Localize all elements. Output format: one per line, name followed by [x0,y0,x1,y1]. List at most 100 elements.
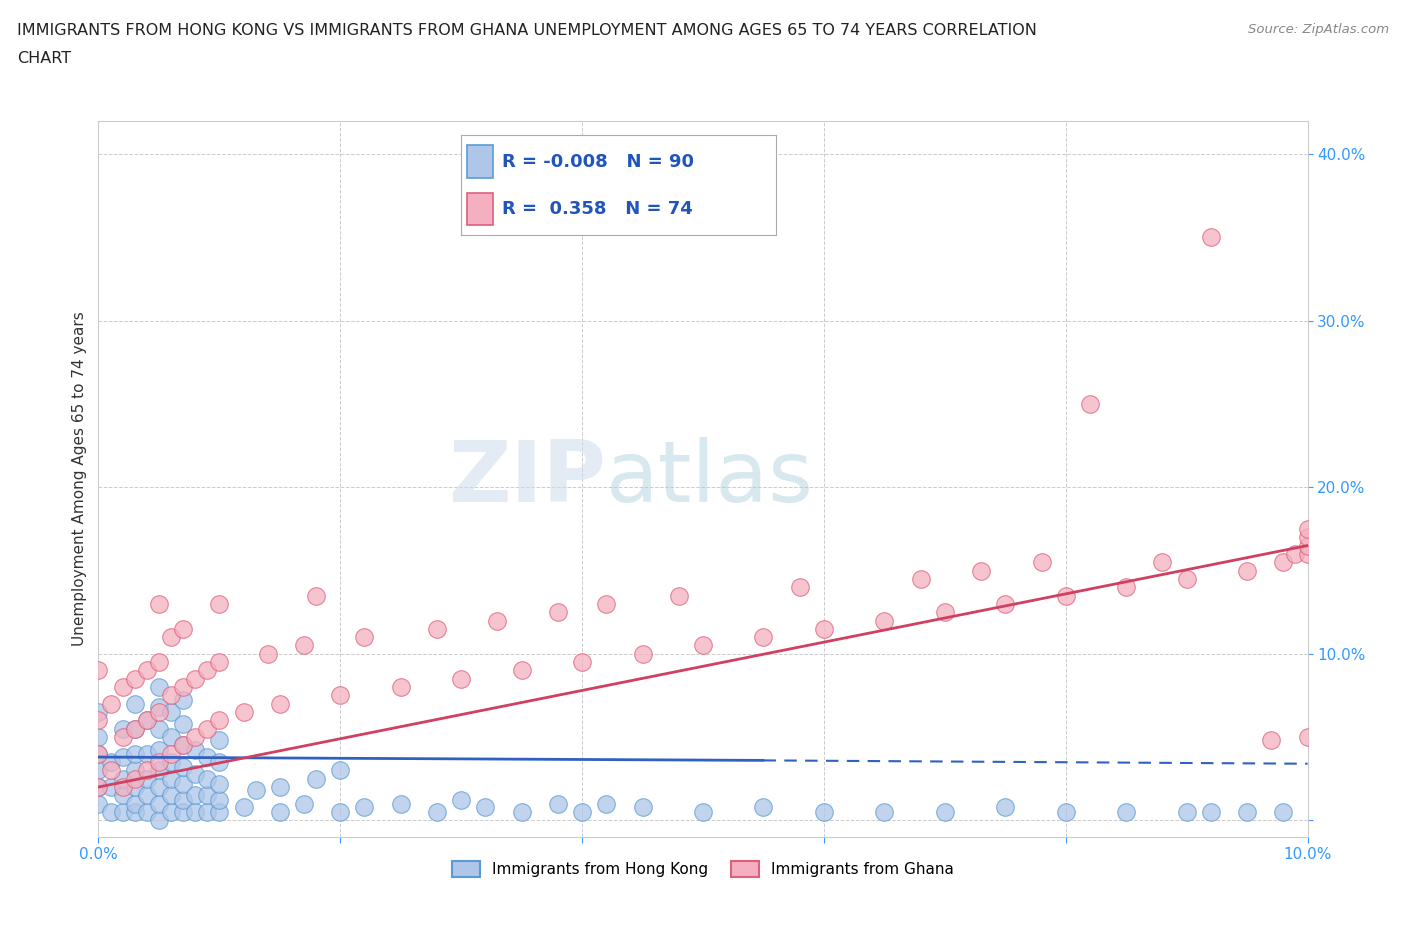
Point [135,746,157,761]
Point [256,646,278,661]
Point [111,680,134,695]
Y-axis label: Unemployment Among Ages 65 to 74 years: Unemployment Among Ages 65 to 74 years [72,312,87,646]
Point [124,722,146,737]
Point [172,738,194,753]
Point [184,671,207,686]
Point [160,771,183,786]
Point [172,693,194,708]
Point [87,663,110,678]
Point [172,738,194,753]
Point [124,697,146,711]
Point [450,793,472,808]
Point [547,604,569,619]
Point [970,563,993,578]
Point [571,655,593,670]
Point [111,771,134,786]
Point [87,713,110,728]
Point [692,638,714,653]
Point [353,630,375,644]
Point [172,621,194,636]
Point [148,763,170,777]
Point [172,680,194,695]
Point [329,763,352,777]
Point [148,743,170,758]
Point [1199,804,1222,819]
Point [111,779,134,794]
Point [124,763,146,777]
Point [631,646,654,661]
Point [195,804,218,819]
Point [135,663,157,678]
Point [148,680,170,695]
Point [329,688,352,703]
Point [184,788,207,803]
Point [292,796,315,811]
Point [148,655,170,670]
Point [692,804,714,819]
Point [389,680,412,695]
Point [124,796,146,811]
Point [160,630,183,644]
Point [1272,804,1295,819]
Point [111,730,134,745]
Point [124,746,146,761]
Point [1152,555,1174,570]
Point [160,804,183,819]
Point [160,754,183,769]
Point [172,777,194,791]
Point [148,705,170,720]
Point [486,613,509,628]
Point [1175,571,1198,586]
Point [910,571,932,586]
Point [934,604,956,619]
Point [752,800,775,815]
Point [208,655,231,670]
Point [1272,555,1295,570]
Point [752,630,775,644]
Point [1175,804,1198,819]
Point [208,713,231,728]
Point [100,697,122,711]
Point [994,596,1017,611]
Point [87,746,110,761]
Point [184,743,207,758]
Point [148,796,170,811]
Point [87,779,110,794]
Point [87,705,110,720]
Point [208,596,231,611]
Point [1260,733,1282,748]
Point [87,763,110,777]
Point [172,716,194,731]
Point [1296,547,1319,562]
Text: Source: ZipAtlas.com: Source: ZipAtlas.com [1249,23,1389,36]
Point [510,804,533,819]
Point [100,804,122,819]
Point [426,804,449,819]
Point [813,804,835,819]
Point [1078,396,1101,411]
Text: atlas: atlas [606,437,814,521]
Point [195,771,218,786]
Point [135,763,157,777]
Point [994,800,1017,815]
Point [172,804,194,819]
Point [111,788,134,803]
Point [111,750,134,764]
Point [148,722,170,737]
Point [208,754,231,769]
Point [160,688,183,703]
Point [100,754,122,769]
Point [135,771,157,786]
Point [184,730,207,745]
Point [510,663,533,678]
Point [631,800,654,815]
Point [389,796,412,811]
Point [148,596,170,611]
Point [208,793,231,808]
Point [124,804,146,819]
Point [305,588,328,603]
Point [595,796,617,811]
Point [269,804,291,819]
Text: ZIP: ZIP [449,437,606,521]
Point [160,788,183,803]
